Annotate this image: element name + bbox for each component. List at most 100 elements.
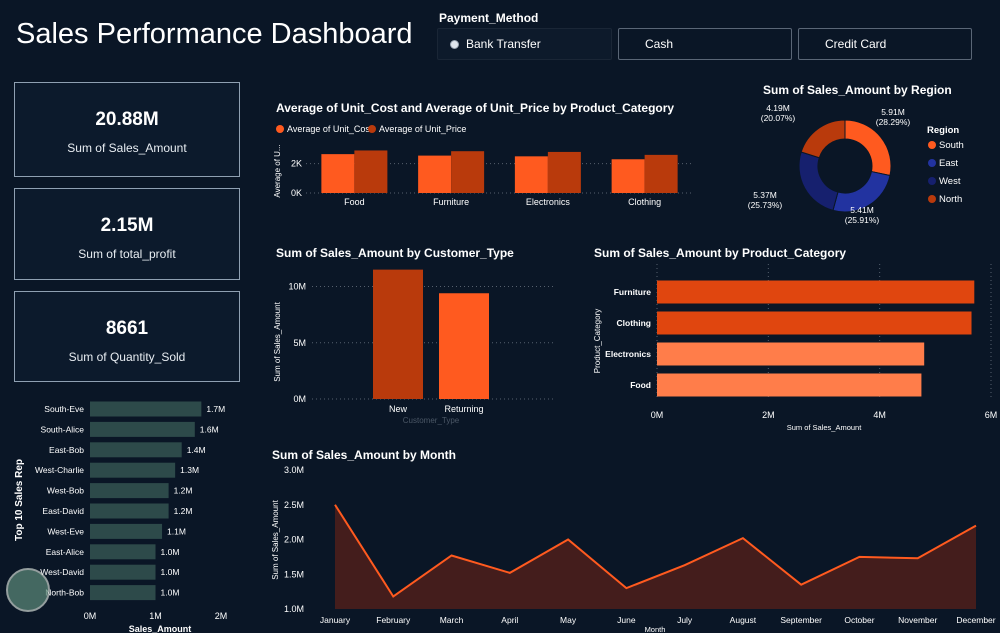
bar [451, 151, 485, 193]
data-label: 1.4M [187, 445, 206, 455]
y-axis-label: Product_Category [593, 309, 602, 373]
data-label: 1.0M [161, 588, 180, 598]
data-label: 1.3M [180, 465, 199, 475]
y-tick-label: West-Bob [47, 486, 84, 496]
legend-marker [928, 177, 936, 185]
legend-marker [928, 159, 936, 167]
x-tick-label: Clothing [628, 197, 661, 207]
y-tick-label: South-Alice [41, 424, 85, 434]
donut-slice [844, 119, 892, 177]
series-line [334, 504, 977, 598]
bar [418, 155, 452, 193]
data-label: 1.6M [200, 424, 219, 434]
x-tick-label: 4M [873, 410, 886, 420]
chart-title-sales-by-customer-type: Sum of Sales_Amount by Customer_Type [276, 246, 514, 260]
slicer-option-cash[interactable]: Cash [618, 28, 792, 60]
y-tick-label: West-David [40, 567, 84, 577]
kpi-card-total-profit: 2.15M Sum of total_profit [14, 188, 240, 280]
legend-label: East [939, 158, 958, 169]
bar [90, 585, 156, 601]
chart-title-unit-cost-price: Average of Unit_Cost and Average of Unit… [276, 101, 675, 115]
bar [657, 311, 972, 335]
kpi-label: Sum of total_profit [78, 247, 176, 261]
legend-label: Average of Unit_Price [379, 124, 466, 134]
y-tick-label: West-Eve [47, 526, 84, 536]
y-axis-label: Top 10 Sales Rep [14, 459, 25, 541]
donut-slice [800, 119, 846, 159]
data-label: 1.2M [174, 486, 193, 496]
chart-sales-by-customer-type: 0M 5M 10M Sum of Sales_Amount New Returning Cu… [273, 269, 553, 425]
legend-label: West [939, 176, 961, 187]
slicer-option-bank-transfer[interactable]: Bank Transfer [437, 28, 612, 60]
x-axis-label: Sales_Amount [129, 624, 192, 633]
x-tick-label: June [617, 615, 636, 625]
bar [657, 280, 975, 304]
bar [611, 159, 645, 193]
y-tick-label: 0M [293, 394, 306, 404]
bar [373, 269, 423, 399]
x-tick-label: May [560, 615, 577, 625]
legend-marker [928, 195, 936, 203]
x-tick-label: February [376, 615, 411, 625]
bar [90, 462, 176, 478]
chart-sales-by-month: 1.0M 1.5M 2.0M 2.5M 3.0M Sum of Sales_Amount J… [271, 465, 996, 633]
bar [90, 503, 169, 519]
data-label: 1.2M [174, 506, 193, 516]
y-tick-label: East-Alice [46, 547, 85, 557]
x-tick-label: 2M [762, 410, 775, 420]
bar [439, 293, 489, 399]
slice-pct-label: (20.07%) [761, 113, 796, 123]
radio-selected-icon[interactable] [450, 40, 459, 49]
slice-pct-label: (28.29%) [876, 117, 911, 127]
y-tick-label: 10M [288, 282, 306, 292]
kpi-label: Sum of Quantity_Sold [68, 350, 186, 364]
y-axis-label: Sum of Sales_Amount [273, 301, 282, 381]
chart-unit-cost-price: Average of Unit_Cost Average of Unit_Pric… [273, 124, 693, 207]
chart-sales-by-product-category: 0M 2M 4M 6M Sum of Sales_Amount Product_Categ… [593, 264, 998, 432]
y-tick-label: 2K [291, 159, 302, 169]
x-tick-label: October [844, 615, 874, 625]
bar [657, 373, 922, 397]
kpi-card-quantity-sold: 8661 Sum of Quantity_Sold [14, 291, 240, 382]
x-tick-label: 6M [985, 410, 998, 420]
kpi-value: 2.15M [100, 215, 154, 236]
legend-label: South [939, 140, 964, 151]
y-tick-label: 3.0M [284, 465, 304, 475]
y-tick-label: 1.5M [284, 569, 304, 579]
bar [644, 154, 678, 193]
legend-label: Average of Unit_Cost [287, 124, 373, 134]
slicer-option-label: Bank Transfer [466, 37, 541, 51]
chart-title-sales-by-month: Sum of Sales_Amount by Month [272, 448, 457, 462]
y-axis-label: Sum of Sales_Amount [271, 499, 280, 579]
donut-slice [798, 151, 839, 212]
slicer-option-credit-card[interactable]: Credit Card [798, 28, 972, 60]
bar [90, 421, 195, 437]
y-tick-label: 5M [293, 338, 306, 348]
x-tick-label: March [440, 615, 464, 625]
bar [90, 483, 169, 499]
bar [354, 150, 388, 193]
y-tick-label: 2.5M [284, 500, 304, 510]
slice-value-label: 5.37M [753, 190, 777, 200]
y-tick-label: North-Bob [45, 588, 84, 598]
x-tick-label: Furniture [433, 197, 469, 207]
slice-pct-label: (25.91%) [845, 215, 880, 225]
data-label: 1.0M [161, 567, 180, 577]
legend-marker [368, 125, 376, 133]
slicer-option-label: Credit Card [825, 37, 887, 51]
bar [90, 544, 156, 560]
watermark-logo [6, 568, 50, 612]
kpi-label: Sum of Sales_Amount [67, 141, 187, 155]
x-tick-label: September [780, 615, 822, 625]
y-tick-label: 2.0M [284, 535, 304, 545]
slice-pct-label: (25.73%) [748, 200, 783, 210]
bar [90, 401, 202, 417]
slicer-title: Payment_Method [439, 11, 539, 25]
slicer-option-label: Cash [645, 37, 674, 51]
y-tick-label: East-David [42, 506, 84, 516]
kpi-value: 20.88M [95, 109, 159, 130]
x-axis-label: Customer_Type [403, 416, 460, 425]
x-tick-label: July [677, 615, 693, 625]
chart-title-sales-by-product-category: Sum of Sales_Amount by Product_Category [594, 246, 847, 260]
chart-title-sales-by-region: Sum of Sales_Amount by Region [763, 83, 952, 97]
